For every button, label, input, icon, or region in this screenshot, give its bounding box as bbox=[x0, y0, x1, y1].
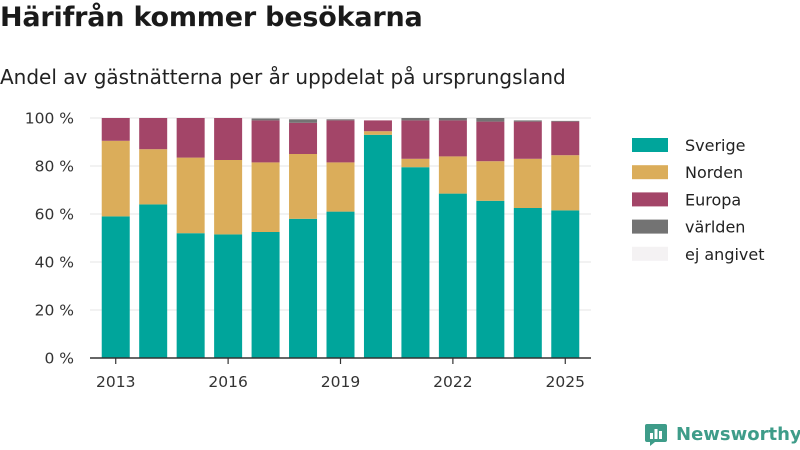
legend-swatch bbox=[632, 165, 668, 180]
y-tick-label: 60 % bbox=[35, 206, 74, 224]
bar-segment bbox=[513, 120, 542, 122]
bar-segment bbox=[289, 119, 318, 123]
bar-segment bbox=[513, 158, 542, 208]
x-tick-label: 2016 bbox=[208, 373, 247, 391]
bar-segment bbox=[326, 119, 355, 121]
bar-segment bbox=[401, 118, 430, 121]
bar-segment bbox=[363, 120, 392, 132]
x-tick-label: 2025 bbox=[546, 373, 585, 391]
bar-segment bbox=[289, 118, 318, 120]
bar-segment bbox=[251, 120, 280, 163]
bar-segment bbox=[363, 131, 392, 135]
bar-segment bbox=[401, 167, 430, 358]
legend-swatch bbox=[632, 219, 668, 234]
bar-segment bbox=[101, 140, 130, 217]
bar-segment bbox=[251, 118, 280, 121]
chart-subtitle: Andel av gästnätterna per år uppdelat på… bbox=[0, 65, 566, 89]
bar-segment bbox=[326, 162, 355, 212]
y-tick-label: 40 % bbox=[35, 254, 74, 272]
legend-label: Europa bbox=[685, 190, 741, 209]
bar-segment bbox=[101, 216, 130, 358]
x-tick-label: 2019 bbox=[321, 373, 360, 391]
bar-segment bbox=[326, 118, 355, 120]
bar-segment bbox=[289, 154, 318, 219]
bar-segment bbox=[551, 120, 580, 122]
bar-segment bbox=[139, 149, 168, 205]
newsworthy-logo-icon bbox=[645, 424, 667, 446]
bar-segment bbox=[476, 161, 505, 201]
brand-logo[interactable]: Newsworthy bbox=[644, 419, 800, 449]
bar-segment bbox=[176, 233, 205, 358]
bar-segment bbox=[438, 156, 467, 194]
bar-segment bbox=[438, 120, 467, 157]
bar-segment bbox=[214, 160, 243, 235]
bar-segment bbox=[139, 204, 168, 358]
bar-segment bbox=[476, 118, 505, 122]
bar-segment bbox=[438, 193, 467, 358]
bar-segment bbox=[513, 208, 542, 358]
bar-segment bbox=[289, 218, 318, 358]
bar-segment bbox=[551, 155, 580, 211]
bar-segment bbox=[551, 121, 580, 156]
bar-segment bbox=[476, 200, 505, 358]
bar-segment bbox=[513, 121, 542, 159]
bar-segment bbox=[326, 120, 355, 163]
chart-title: Härifrån kommer besökarna bbox=[0, 2, 423, 33]
bar-segment bbox=[551, 210, 580, 358]
bar-segment bbox=[251, 232, 280, 358]
legend-label: Sverige bbox=[685, 136, 746, 155]
x-tick-label: 2022 bbox=[433, 373, 472, 391]
bar-segment bbox=[214, 234, 243, 358]
y-tick-label: 0 % bbox=[44, 350, 74, 368]
brand-name: Newsworthy bbox=[676, 423, 800, 445]
x-tick-label: 2013 bbox=[96, 373, 135, 391]
bar-segment bbox=[176, 157, 205, 234]
legend-label: ej angivet bbox=[685, 245, 765, 264]
legend-label: Norden bbox=[685, 163, 743, 182]
y-tick-label: 100 % bbox=[25, 110, 74, 128]
bar-segment bbox=[401, 158, 430, 168]
legend-label: världen bbox=[685, 218, 745, 237]
bar-segment bbox=[139, 118, 168, 150]
bar-segment bbox=[401, 120, 430, 159]
bar-segment bbox=[438, 118, 467, 121]
legend-swatch bbox=[632, 246, 668, 261]
bar-segment bbox=[326, 211, 355, 358]
y-tick-label: 80 % bbox=[35, 158, 74, 176]
bar-segment bbox=[176, 118, 205, 158]
legend-swatch bbox=[632, 192, 668, 207]
bar-segment bbox=[289, 122, 318, 154]
bar-segment bbox=[363, 134, 392, 358]
bar-segment bbox=[251, 162, 280, 232]
legend-swatch bbox=[632, 138, 668, 152]
bar-segment bbox=[476, 121, 505, 162]
bar-segment bbox=[101, 118, 130, 141]
bar-segment bbox=[214, 118, 243, 160]
y-tick-label: 20 % bbox=[35, 302, 74, 320]
